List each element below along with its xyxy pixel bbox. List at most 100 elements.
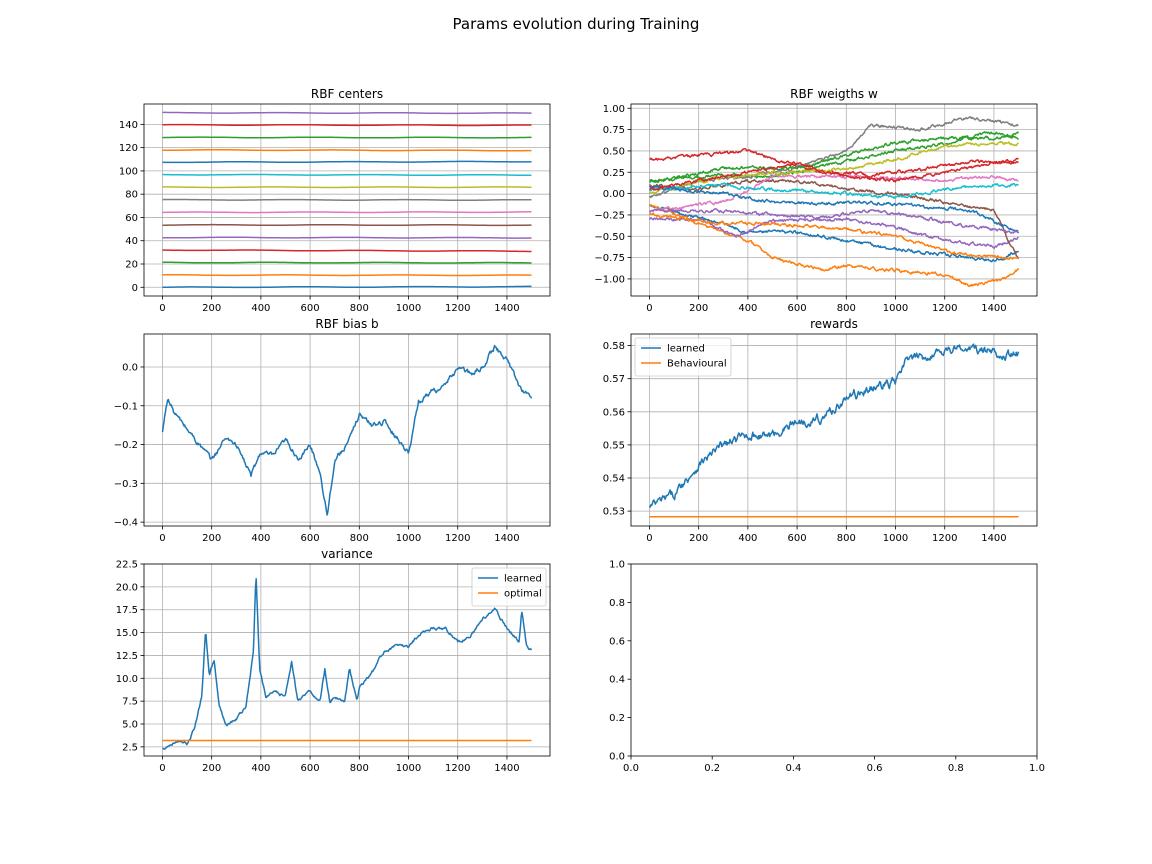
empty-xtick-label: 0.0 <box>623 763 639 774</box>
weights-series-line <box>649 182 1019 199</box>
bias-title: RBF bias b <box>315 317 378 331</box>
weights-series-line <box>649 131 1020 183</box>
variance-legend-label: optimal <box>504 589 542 600</box>
variance-xtick-label: 0 <box>159 763 165 774</box>
bias-ytick-label: −0.4 <box>114 518 138 529</box>
weights-xtick-label: 1000 <box>883 303 908 314</box>
rewards-axes-frame <box>630 333 1038 527</box>
variance-grid <box>144 563 550 756</box>
centers-series-group <box>162 111 532 289</box>
subplot-empty: 0.0 0.2 0.4 0.6 0.8 1.0 0.0 0.2 0.4 0.6 0.8 1.0 <box>609 560 1045 775</box>
weights-series-group <box>648 116 1020 288</box>
empty-xtick-label: 0.4 <box>785 763 801 774</box>
axes-layer: 0 200 400 600 800 1000 1200 1400020406080100120… <box>114 87 1045 774</box>
weights-series-line <box>648 185 1020 234</box>
empty-xtick-label: 0.6 <box>867 763 883 774</box>
centers-xtick-label: 1000 <box>396 303 421 314</box>
weights-xtick-label: 600 <box>788 303 807 314</box>
centers-series-line <box>162 123 532 127</box>
weights-series-line <box>649 178 1020 260</box>
bias-xtick-label: 800 <box>350 533 369 544</box>
variance-series-line <box>162 578 533 750</box>
variance-xtick-label: 200 <box>202 763 221 774</box>
rewards-ytick-label: 0.57 <box>603 374 625 385</box>
weights-ytick-label: 0.50 <box>603 146 625 157</box>
weights-ytick-label: −0.50 <box>594 232 625 243</box>
centers-series-line <box>162 236 532 239</box>
empty-ytick-label: 0.8 <box>609 598 625 609</box>
variance-legend: learned optimal <box>471 567 547 607</box>
subplot-weights: 0 200 400 600 800 1000 1200 1400 −1.00 −0.75 −0.50… <box>594 87 1038 314</box>
variance-ytick-label: 5.0 <box>122 720 138 731</box>
rewards-xtick-label: 200 <box>689 533 708 544</box>
weights-xtick-label: 1200 <box>932 303 957 314</box>
variance-ytick-label: 20.0 <box>116 582 138 593</box>
rewards-xtick-label: 400 <box>738 533 757 544</box>
centers-xtick-label: 1400 <box>494 303 519 314</box>
rewards-ytick-label: 0.56 <box>603 407 625 418</box>
rewards-grid <box>631 334 1037 526</box>
centers-series-line <box>162 261 532 264</box>
centers-series-line <box>162 173 532 177</box>
rewards-ytick-label: 0.55 <box>603 440 625 451</box>
centers-xtick-label: 0 <box>159 303 165 314</box>
bias-xtick-label: 600 <box>301 533 320 544</box>
centers-ytick-label: 40 <box>125 236 138 247</box>
weights-series-line <box>649 208 1019 234</box>
centers-series-line <box>162 111 532 115</box>
bias-xtick-label: 200 <box>202 533 221 544</box>
bias-xtick-label: 400 <box>251 533 270 544</box>
centers-series-line <box>162 149 532 152</box>
rewards-xtick-label: 600 <box>788 533 807 544</box>
weights-title: RBF weigths w <box>790 87 878 101</box>
bias-xtick-label: 1400 <box>494 533 519 544</box>
centers-ytick-label: 60 <box>125 213 138 224</box>
weights-series-line <box>648 216 1019 250</box>
centers-ytick-label: 120 <box>119 143 138 154</box>
empty-xtick-label: 0.8 <box>948 763 964 774</box>
weights-xtick-label: 800 <box>837 303 856 314</box>
rewards-xtick-label: 1200 <box>932 533 957 544</box>
variance-ytick-label: 15.0 <box>116 628 138 639</box>
rewards-series-group <box>648 343 1020 518</box>
empty-xtick-label: 0.2 <box>704 763 720 774</box>
subplot-rewards: 0 200 400 600 800 1000 1200 1400 0.53 0.54 0.55 0.5… <box>603 317 1038 544</box>
weights-series-line <box>648 173 1019 213</box>
variance-series-group <box>162 578 533 750</box>
figure-title: Params evolution during Training <box>453 15 700 33</box>
variance-ytick-label: 22.5 <box>116 560 138 571</box>
bias-ytick-label: −0.3 <box>114 479 138 490</box>
bias-ytick-label: 0.0 <box>122 362 138 373</box>
rewards-xtick-label: 1000 <box>883 533 908 544</box>
centers-series-line <box>162 211 532 214</box>
variance-ytick-label: 7.5 <box>122 697 138 708</box>
weights-series-line <box>649 131 1020 184</box>
subplot-bias: 0 200 400 600 800 1000 1200 1400 −0.4 −0.3 −0.2 −0.… <box>114 317 551 544</box>
weights-ytick-label: 1.00 <box>603 104 625 115</box>
empty-ytick-label: 0.0 <box>609 752 625 763</box>
centers-series-line <box>162 274 532 277</box>
empty-ytick-label: 1.0 <box>609 560 625 571</box>
centers-ytick-label: 80 <box>125 190 138 201</box>
empty-ytick-label: 0.2 <box>609 713 625 724</box>
subplot-centers: 0 200 400 600 800 1000 1200 1400 0 20 40 60 80 100 120… <box>119 87 551 314</box>
rewards-ytick-label: 0.58 <box>603 341 625 352</box>
rewards-xtick-label: 800 <box>837 533 856 544</box>
weights-ytick-label: −0.75 <box>594 253 625 264</box>
bias-ytick-label: −0.1 <box>114 401 138 412</box>
variance-title: variance <box>321 547 373 561</box>
bias-ytick-label: −0.2 <box>114 440 138 451</box>
empty-axes-frame <box>630 563 1038 757</box>
weights-series-line <box>649 212 1019 261</box>
rewards-ytick-label: 0.54 <box>603 474 625 485</box>
variance-xtick-label: 1200 <box>445 763 470 774</box>
centers-xtick-label: 1200 <box>445 303 470 314</box>
weights-series-line <box>649 204 1020 263</box>
rewards-ytick-label: 0.53 <box>603 507 625 518</box>
rewards-legend: learned Behavioural <box>634 337 732 377</box>
variance-xtick-label: 400 <box>251 763 270 774</box>
weights-xtick-label: 0 <box>646 303 652 314</box>
variance-ytick-label: 12.5 <box>116 651 138 662</box>
centers-series-line <box>162 249 532 253</box>
